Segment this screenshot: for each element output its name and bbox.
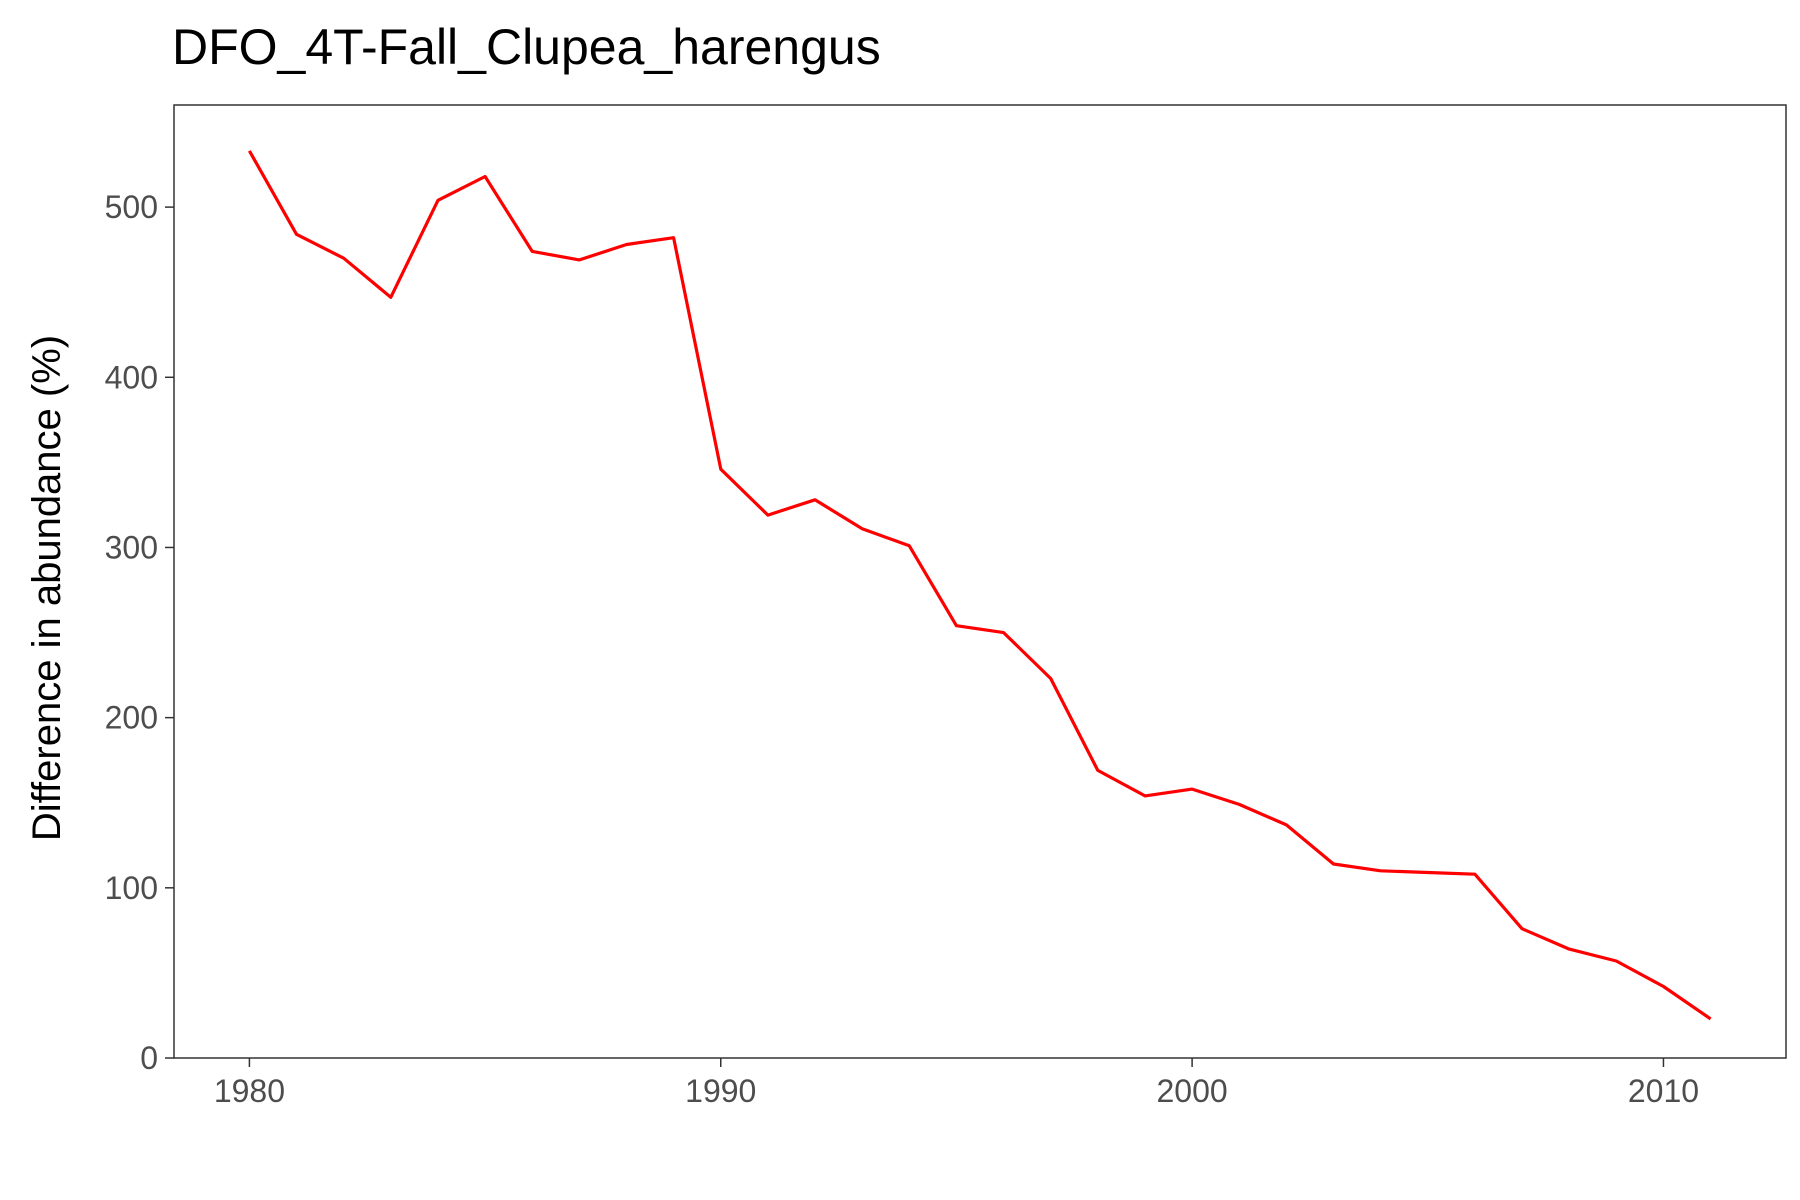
chart-title: DFO_4T-Fall_Clupea_harengus	[172, 19, 881, 75]
x-tick-label: 2000	[1157, 1073, 1228, 1109]
y-tick-label: 200	[105, 700, 158, 736]
series-line	[248, 150, 1712, 1021]
y-tick-label: 400	[105, 359, 158, 395]
y-tick-label: 0	[140, 1040, 158, 1076]
y-axis-label: Difference in abundance (%)	[25, 335, 69, 841]
plot-panel-border	[173, 104, 1787, 1059]
y-tick-label: 300	[105, 529, 158, 565]
x-axis: 1980 1990 2000 2010	[214, 1058, 1699, 1109]
x-tick-label: 1980	[214, 1073, 285, 1109]
y-tick-label: 100	[105, 870, 158, 906]
x-tick-label: 2010	[1628, 1073, 1699, 1109]
x-tick-label: 1990	[685, 1073, 756, 1109]
y-tick-label: 500	[105, 189, 158, 225]
y-axis: 0 100 200 300 400 500	[105, 189, 174, 1076]
